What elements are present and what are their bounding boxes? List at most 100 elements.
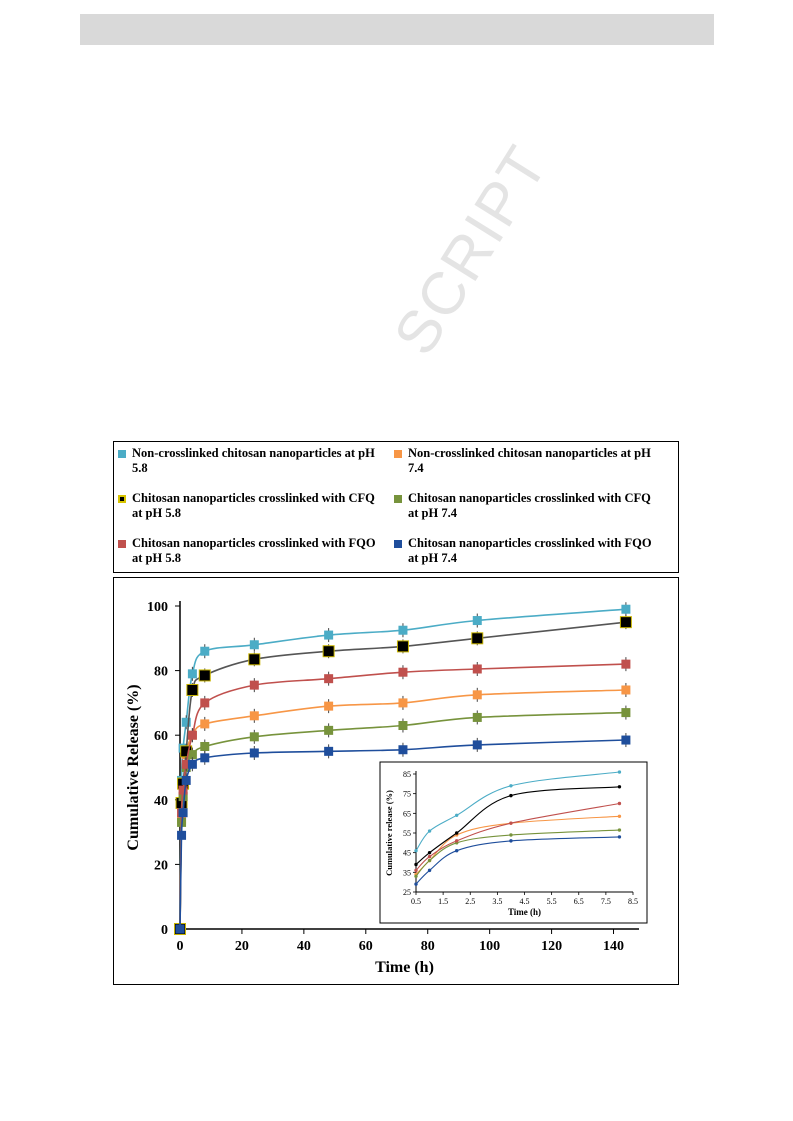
legend-item: Chitosan nanoparticles crosslinked with … <box>114 491 384 521</box>
data-point <box>178 808 188 818</box>
header-bar <box>80 14 714 45</box>
inset-series-line <box>415 771 620 852</box>
inset-data-point <box>617 828 622 832</box>
inset-y-tick-label: 45 <box>403 849 411 858</box>
y-tick-label: 60 <box>154 729 168 744</box>
release-chart: 0 20 40 60 80 100 0 20 40 60 80 100 120 140 Time (h) Cu… <box>125 600 648 976</box>
inset-data-point <box>414 868 418 873</box>
inset-data-point <box>414 882 418 886</box>
inset-series-line <box>415 786 620 865</box>
data-point <box>187 750 197 760</box>
legend-marker <box>394 495 402 503</box>
legend-marker <box>118 495 126 503</box>
legend-item: Chitosan nanoparticles crosslinked with … <box>390 491 660 521</box>
data-point <box>398 745 408 755</box>
inset-data-point <box>454 849 459 853</box>
series-line <box>179 739 626 930</box>
data-point <box>472 740 482 750</box>
data-point <box>621 604 631 614</box>
data-point <box>621 735 631 745</box>
y-axis-title: Cumulative Release (%) <box>125 684 142 850</box>
data-point <box>324 701 334 711</box>
inset-frame <box>379 761 648 924</box>
data-point <box>187 669 197 679</box>
data-point <box>200 742 210 752</box>
data-point <box>187 759 197 769</box>
data-point <box>178 792 188 802</box>
inset-x-tick-label: 3.5 <box>492 897 502 906</box>
legend-label: Non-crosslinked chitosan nanoparticles a… <box>408 446 651 475</box>
inset-data-point <box>509 839 513 843</box>
y-tick-label: 20 <box>154 858 168 873</box>
y-tick-label: 0 <box>161 923 168 938</box>
inset-y-tick-label: 25 <box>403 888 411 897</box>
inset-data-point <box>427 858 432 863</box>
inset-series-line <box>415 836 620 885</box>
legend-item: Non-crosslinked chitosan nanoparticles a… <box>390 446 660 476</box>
data-point <box>200 753 210 763</box>
inset-y-axis-title: Cumulative release (%) <box>384 790 394 876</box>
inset-x-tick-label: 4.5 <box>520 897 530 906</box>
y-tick-label: 100 <box>147 600 168 615</box>
y-tick-label: 80 <box>154 665 168 680</box>
data-point <box>249 711 259 721</box>
data-point <box>249 680 259 690</box>
legend-item: Chitosan nanoparticles crosslinked with … <box>114 536 384 566</box>
inset-x-tick-label: 1.5 <box>438 897 448 906</box>
legend-label: Chitosan nanoparticles crosslinked with … <box>408 491 651 520</box>
inset-data-point <box>414 849 418 853</box>
inset-data-point <box>509 793 513 798</box>
legend-label: Chitosan nanoparticles crosslinked with … <box>132 536 376 565</box>
x-tick-label: 80 <box>421 939 435 954</box>
data-point <box>175 924 185 934</box>
data-point <box>324 674 334 684</box>
data-point <box>248 653 261 666</box>
data-point <box>178 785 188 795</box>
data-point <box>187 730 197 740</box>
data-point <box>200 698 210 708</box>
inset-data-point <box>427 854 432 859</box>
legend-item: Chitosan nanoparticles crosslinked with … <box>390 536 660 566</box>
data-point <box>398 721 408 731</box>
legend-item: Non-crosslinked chitosan nanoparticles a… <box>114 446 384 476</box>
inset-y-tick-label: 65 <box>403 809 411 818</box>
inset-data-point <box>454 839 459 843</box>
inset-data-point <box>617 785 622 789</box>
data-point <box>472 690 482 700</box>
inset-y-tick-label: 85 <box>403 770 411 779</box>
data-point <box>472 712 482 722</box>
series-line <box>179 663 626 930</box>
data-point <box>181 775 191 785</box>
x-tick-label: 140 <box>603 939 624 954</box>
data-point <box>472 616 482 626</box>
data-point <box>198 669 211 682</box>
inset-data-point <box>509 784 513 788</box>
inset-data-point <box>454 813 459 817</box>
data-point <box>324 725 334 735</box>
y-tick-label: 40 <box>154 794 168 809</box>
inset-data-point <box>427 868 432 873</box>
data-point <box>398 667 408 677</box>
data-point <box>398 625 408 635</box>
chart-frame: 0 20 40 60 80 100 0 20 40 60 80 100 120 140 Time (h) Cu… <box>113 577 679 985</box>
data-point <box>472 664 482 674</box>
inset-data-point <box>427 850 432 855</box>
x-tick-label: 120 <box>541 939 562 954</box>
x-tick-label: 60 <box>359 939 373 954</box>
inset-y-tick-label: 75 <box>403 790 411 799</box>
data-point <box>621 659 631 669</box>
data-point <box>249 732 259 742</box>
data-point <box>181 717 191 727</box>
x-tick-label: 20 <box>235 939 249 954</box>
inset-data-point <box>617 814 622 818</box>
data-point <box>186 683 199 696</box>
inset-data-point <box>617 801 622 806</box>
inset-data-point <box>509 821 513 825</box>
inset-data-point <box>454 831 459 835</box>
inset-x-tick-label: 2.5 <box>465 897 475 906</box>
chart-legend: Non-crosslinked chitosan nanoparticles a… <box>113 441 679 573</box>
watermark: SCRIPT <box>380 133 561 367</box>
inset-x-tick-label: 7.5 <box>601 897 611 906</box>
inset-data-point <box>414 862 418 867</box>
legend-marker <box>118 450 126 458</box>
